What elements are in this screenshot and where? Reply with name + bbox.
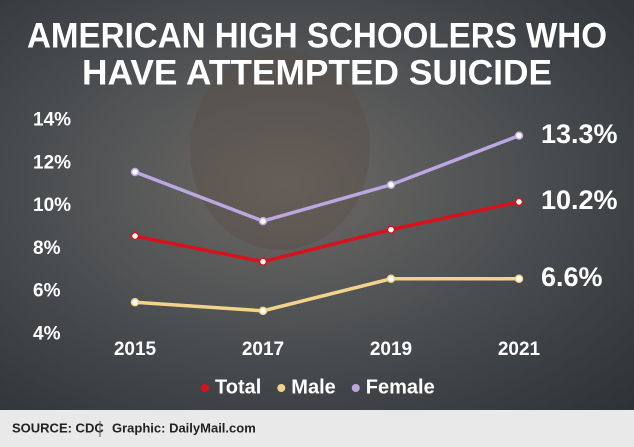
legend-marker: [351, 384, 360, 392]
series-line: [134, 200, 520, 264]
footer: [0, 410, 634, 447]
data-point: [130, 231, 140, 241]
chart-title: HAVE ATTEMPTED SUICIDE: [82, 53, 552, 92]
legend-marker: [277, 384, 286, 392]
data-label: 13.3%: [541, 119, 618, 149]
data-point: [514, 197, 524, 207]
data-point: [130, 167, 140, 177]
x-tick-label: 2021: [498, 339, 541, 360]
legend-label: Male: [291, 376, 335, 398]
chart-title: AMERICAN HIGH SCHOOLERS WHO: [27, 16, 607, 55]
x-tick-label: 2015: [114, 339, 157, 360]
data-point: [386, 225, 396, 234]
series-line: [134, 277, 519, 313]
legend-label: Total: [215, 376, 261, 398]
y-tick-label: 10%: [33, 195, 71, 216]
data-label: 6.6%: [541, 262, 603, 292]
data-point: [514, 274, 524, 284]
data-point: [258, 257, 268, 266]
data-label: 10.2%: [541, 185, 618, 215]
data-point: [514, 131, 524, 140]
data-point: [258, 216, 268, 226]
y-tick-label: 4%: [33, 323, 61, 344]
x-tick-label: 2017: [242, 339, 284, 360]
data-point: [386, 180, 396, 190]
y-tick-label: 6%: [33, 281, 61, 302]
source: SOURCE: CDC: [12, 420, 104, 435]
y-tick-label: 12%: [33, 152, 71, 173]
x-tick-label: 2019: [370, 339, 412, 360]
legend-marker: [201, 384, 209, 392]
credit: Graphic: DailyMail.com: [112, 420, 256, 435]
legend-label: Female: [366, 376, 435, 398]
data-point: [386, 274, 396, 284]
y-tick-label: 14%: [33, 110, 71, 131]
data-point: [130, 298, 140, 307]
photo-blur: [190, 50, 370, 250]
series-line: [134, 134, 520, 223]
data-point: [258, 306, 268, 316]
y-tick-label: 8%: [33, 238, 61, 259]
